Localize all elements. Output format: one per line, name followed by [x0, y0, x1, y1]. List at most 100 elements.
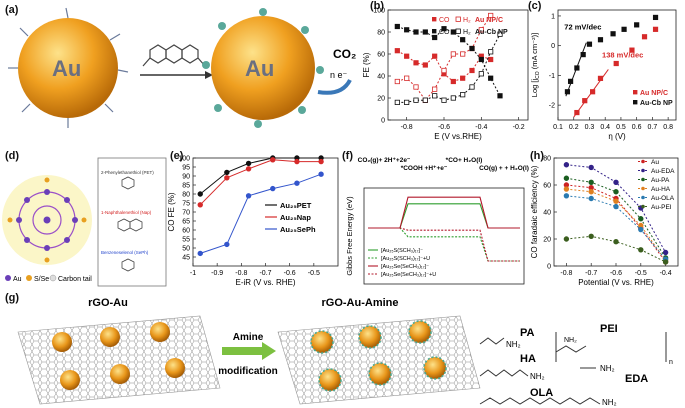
step-label: CO₂(g)+ 2H⁺+2e⁻: [358, 157, 411, 164]
modification-arrow: [262, 342, 276, 360]
panel-label-a: (a): [5, 4, 19, 16]
x-axis-label: Potential (V vs. RHE): [578, 278, 654, 287]
data-point: [245, 166, 252, 172]
panel-label-e: (e): [170, 150, 184, 162]
legend-label: [Au₂₅S(SCH₃)₁₇]⁻+U: [381, 256, 430, 262]
rgo-au-amine-title: rGO-Au-Amine: [322, 297, 399, 309]
y-tick-label: 95: [182, 165, 190, 172]
x-tick-label: 0.8: [663, 124, 673, 131]
data-point: [432, 53, 438, 59]
legend-label: Au-PA: [651, 177, 670, 184]
legend-marker: [455, 16, 461, 22]
data-point: [404, 99, 410, 105]
data-point: [224, 241, 230, 248]
legend-label: H₂: [463, 29, 471, 36]
x-tick-label: -0.5: [308, 270, 320, 277]
electron-label: n e⁻: [330, 70, 348, 80]
data-point: [597, 37, 604, 43]
legend-marker: [641, 195, 645, 200]
legend-marker: [432, 17, 437, 22]
data-point: [394, 23, 400, 30]
data-point: [610, 31, 616, 37]
data-point: [394, 78, 400, 85]
legend-label: Au-OLA: [651, 195, 675, 202]
x-tick-label: 0.1: [553, 124, 563, 131]
data-point: [488, 49, 494, 55]
y-tick-label: 60: [377, 52, 385, 59]
data-point: [441, 26, 447, 32]
pa-label: PA: [520, 327, 535, 339]
data-point: [488, 75, 494, 81]
legend-s-se: S/Se: [34, 276, 49, 283]
x-tick-label: 0.4: [600, 124, 610, 131]
panel-g-illustration: rGO-Au Amine modification rGO-Au-Amine N…: [17, 297, 673, 407]
x-tick-label: -0.6: [284, 270, 296, 277]
data-point: [588, 189, 594, 195]
x-tick-label: -0.7: [585, 270, 597, 277]
amine-label: Amine: [233, 332, 264, 343]
data-point: [563, 236, 570, 242]
data-point: [662, 249, 669, 256]
y-tick-label: 80: [543, 156, 551, 163]
au-particles-left: [52, 322, 185, 390]
x-tick-label: 0.2: [569, 124, 579, 131]
step-label: CO(g) + + H₂O(l): [479, 165, 529, 172]
data-point: [413, 97, 419, 103]
slope-annotation-72: 72 mV/dec: [564, 22, 601, 31]
data-point: [422, 62, 428, 68]
au-label-left: Au: [52, 56, 81, 81]
data-point: [563, 162, 570, 168]
panel-d-illustration: Au S/Se Carbon tail 2-Phenylethanethiol …: [2, 157, 167, 287]
data-point: [450, 29, 456, 35]
y-tick-label: 60: [182, 228, 190, 235]
x-axis-label: E-iR (V vs. RHE): [236, 278, 296, 287]
legend-au: Au: [13, 276, 22, 283]
y-tick-label: 1: [551, 13, 555, 20]
y-axis-label: CO faradaic efficiency (%): [530, 165, 539, 258]
plot-frame: [387, 9, 529, 121]
series-line-5: [566, 235, 666, 263]
eda-label: EDA: [625, 373, 648, 385]
legend-marker: [641, 159, 645, 164]
series-line-3: [397, 33, 501, 103]
data-point: [652, 26, 659, 32]
x-tick-label: -0.4: [660, 270, 672, 277]
series-line-0: [199, 157, 322, 195]
y-tick-label: 80: [182, 192, 190, 199]
plot-frame: [192, 157, 339, 267]
rgo-sheet-left: [17, 315, 221, 405]
data-point: [588, 179, 594, 185]
au-particles-right: [310, 320, 447, 392]
ha-nh2: NH₂: [530, 372, 545, 381]
data-point: [588, 164, 594, 171]
legend-catalyst: Au-Cb NP: [475, 29, 508, 36]
data-point: [652, 14, 659, 21]
ligand-nap: 1-Naphthalenethiol (Nap): [101, 210, 152, 215]
data-point: [621, 26, 627, 32]
series-line-1: [397, 15, 492, 102]
y-tick-label: 40: [543, 210, 551, 217]
y-tick-label: 40: [377, 74, 385, 81]
panel-label-h: (h): [530, 150, 545, 162]
panel-label-c: (c): [528, 0, 542, 12]
y-tick-label: 100: [373, 8, 385, 15]
co2-arrow: [317, 78, 352, 95]
legend-marker: [633, 100, 638, 105]
slope-annotation-138: 138 mV/dec: [602, 51, 643, 60]
y-tick-label: 55: [182, 237, 190, 244]
data-point: [613, 198, 619, 204]
data-point: [586, 41, 593, 47]
data-point: [270, 157, 276, 163]
data-point: [469, 67, 475, 74]
chart-f: Gibbs Free Energy (eV)CO₂(g)+ 2H⁺+2e⁻*CO…: [345, 157, 529, 285]
legend-label: Au-HA: [651, 186, 671, 193]
data-point: [404, 27, 410, 33]
data-point: [469, 45, 475, 52]
data-point: [497, 93, 503, 99]
data-point: [270, 185, 276, 192]
y-tick-label: 80: [377, 30, 385, 37]
x-tick-label: -0.2: [513, 124, 525, 131]
carbene-molecule: [142, 44, 206, 67]
data-point: [294, 180, 300, 186]
data-point: [613, 179, 619, 185]
